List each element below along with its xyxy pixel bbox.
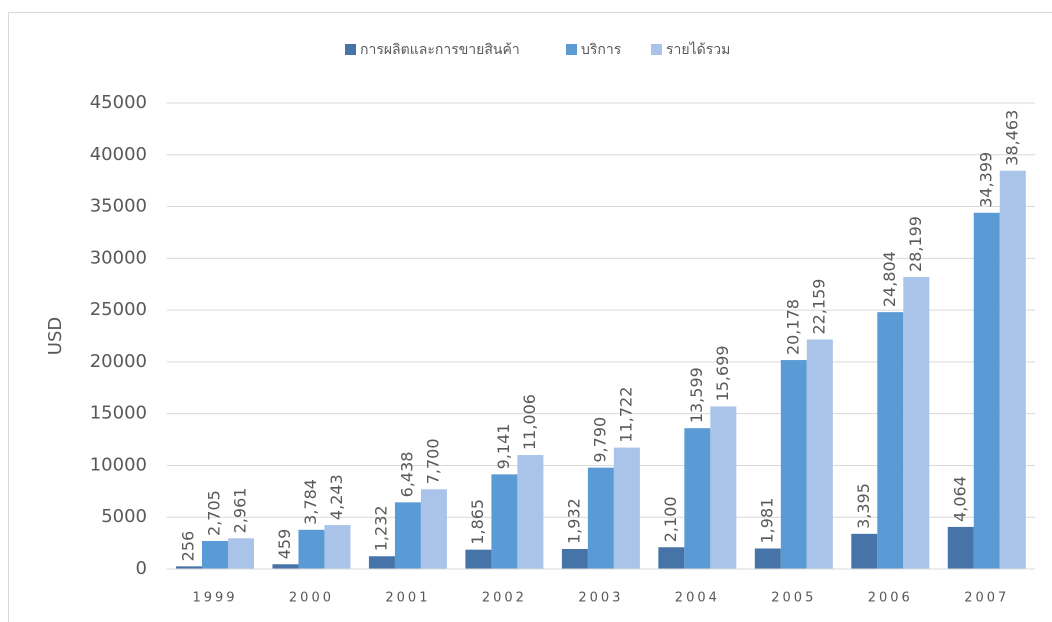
y-tick-label: 35000 bbox=[90, 196, 147, 217]
bar bbox=[272, 564, 299, 569]
legend-label: การผลิตและการขายสินค้า bbox=[360, 42, 520, 58]
value-label: 4,243 bbox=[327, 474, 346, 520]
y-axis-label: USD bbox=[45, 317, 66, 355]
value-label: 22,159 bbox=[809, 279, 828, 335]
x-tick-label: 1999 bbox=[192, 591, 237, 606]
legend-swatch bbox=[345, 44, 356, 55]
value-label: 20,178 bbox=[783, 299, 802, 355]
x-tick-label: 2007 bbox=[964, 591, 1009, 606]
bar bbox=[394, 502, 421, 569]
value-label: 7,700 bbox=[423, 438, 442, 484]
value-label: 11,722 bbox=[616, 387, 635, 443]
value-label: 38,463 bbox=[1002, 110, 1021, 166]
bar bbox=[806, 339, 833, 569]
y-tick-label: 30000 bbox=[90, 247, 147, 268]
value-label: 1,932 bbox=[564, 498, 583, 544]
value-label: 3,395 bbox=[854, 483, 873, 529]
x-tick-label: 2001 bbox=[385, 591, 430, 606]
value-label: 15,699 bbox=[713, 345, 732, 401]
value-label: 9,790 bbox=[590, 417, 609, 463]
bar bbox=[851, 533, 878, 569]
y-tick-label: 5000 bbox=[101, 506, 147, 527]
bar bbox=[227, 538, 254, 569]
value-label: 6,438 bbox=[397, 452, 416, 498]
bar bbox=[465, 549, 492, 569]
value-label: 1,865 bbox=[468, 499, 487, 545]
bar bbox=[420, 489, 447, 569]
bar bbox=[368, 556, 395, 569]
bar bbox=[754, 548, 781, 569]
bar bbox=[175, 566, 202, 569]
bar bbox=[201, 540, 228, 569]
bar bbox=[999, 170, 1026, 569]
y-tick-label: 25000 bbox=[90, 299, 147, 320]
value-label: 256 bbox=[178, 531, 197, 562]
value-label: 2,961 bbox=[230, 488, 249, 534]
x-tick-label: 2006 bbox=[868, 591, 913, 606]
value-label: 1,981 bbox=[757, 498, 776, 544]
value-label: 1,232 bbox=[371, 505, 390, 551]
bar bbox=[561, 548, 588, 569]
chart-frame bbox=[8, 12, 1052, 622]
bar bbox=[903, 276, 930, 569]
y-tick-label: 10000 bbox=[90, 454, 147, 475]
x-tick-label: 2002 bbox=[482, 591, 527, 606]
bar bbox=[613, 447, 640, 569]
bar bbox=[658, 547, 685, 569]
bar bbox=[710, 406, 737, 569]
value-label: 2,705 bbox=[204, 490, 223, 536]
value-label: 24,804 bbox=[880, 251, 899, 307]
value-label: 4,064 bbox=[950, 476, 969, 522]
x-tick-label: 2003 bbox=[578, 591, 623, 606]
legend-swatch bbox=[651, 44, 662, 55]
bar bbox=[298, 529, 325, 569]
bar bbox=[491, 474, 518, 569]
bar bbox=[877, 312, 904, 569]
value-label: 34,399 bbox=[976, 152, 995, 208]
x-tick-label: 2000 bbox=[289, 591, 334, 606]
legend-label: บริการ bbox=[581, 42, 622, 58]
value-label: 459 bbox=[275, 529, 294, 560]
bar bbox=[324, 525, 351, 569]
value-label: 2,100 bbox=[661, 496, 680, 542]
value-label: 13,599 bbox=[687, 367, 706, 423]
bar bbox=[780, 360, 807, 569]
y-tick-label: 15000 bbox=[90, 403, 147, 424]
bar bbox=[684, 428, 711, 569]
legend-swatch bbox=[566, 44, 577, 55]
value-label: 9,141 bbox=[494, 424, 513, 470]
bar bbox=[973, 212, 1000, 570]
bar bbox=[587, 467, 614, 569]
y-tick-label: 40000 bbox=[90, 144, 147, 165]
y-tick-label: 0 bbox=[136, 558, 147, 579]
y-tick-label: 20000 bbox=[90, 351, 147, 372]
value-label: 11,006 bbox=[520, 394, 539, 450]
y-tick-label: 45000 bbox=[90, 92, 147, 113]
x-tick-label: 2004 bbox=[675, 591, 720, 606]
value-label: 28,199 bbox=[906, 216, 925, 272]
value-label: 3,784 bbox=[301, 479, 320, 525]
x-tick-label: 2005 bbox=[771, 591, 816, 606]
legend-label: รายได้รวม bbox=[666, 41, 730, 58]
bar bbox=[517, 455, 544, 569]
bar bbox=[947, 526, 974, 569]
